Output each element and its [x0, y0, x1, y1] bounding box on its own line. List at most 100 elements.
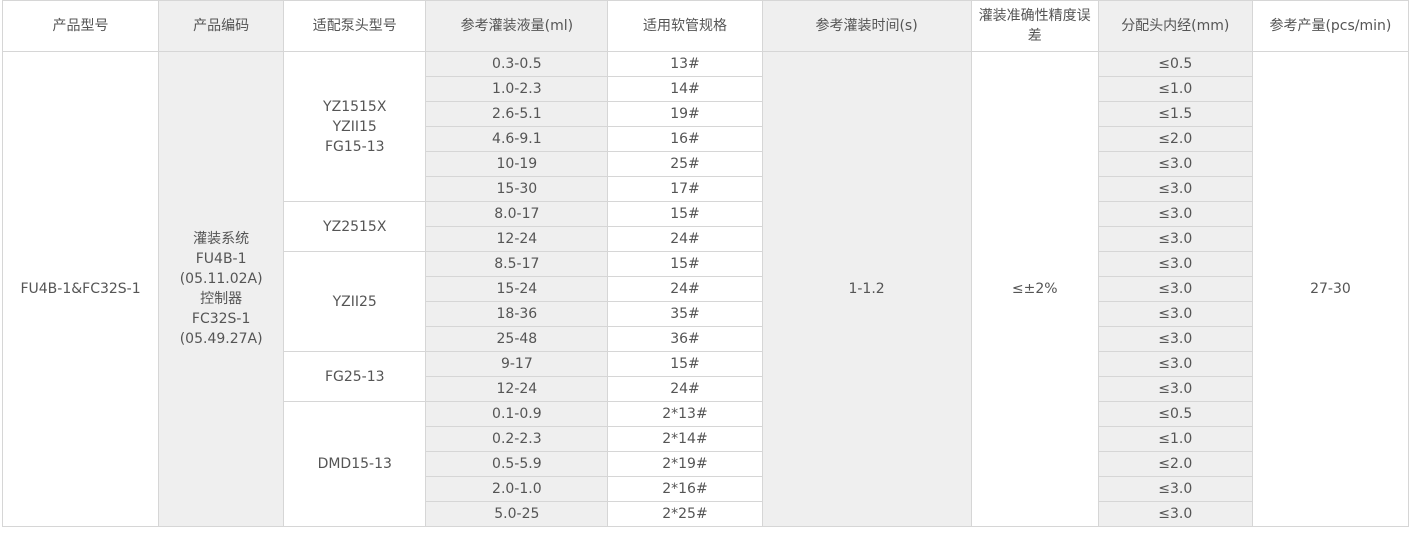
column-header: 适用软管规格	[607, 0, 763, 52]
column-header: 参考产量(pcs/min)	[1251, 0, 1410, 52]
fill-volume-cell: 12-24	[425, 376, 609, 402]
table-row: 4.6-9.1 16# ≤2.0	[3, 126, 1409, 152]
table-row: 2.6-5.1 19# ≤1.5	[3, 101, 1409, 127]
table-row: 2.0-1.0 2*16# ≤3.0	[3, 476, 1409, 502]
tube-spec-cell: 24#	[607, 276, 763, 302]
tube-spec-cell: 19#	[607, 101, 763, 127]
fill-volume-cell: 9-17	[425, 351, 609, 377]
tube-spec-cell: 25#	[607, 151, 763, 177]
fill-volume-cell: 12-24	[425, 226, 609, 252]
nozzle-diameter-cell: ≤3.0	[1097, 326, 1253, 352]
product-code-line: FC32S-1	[191, 311, 251, 327]
nozzle-diameter-cell: ≤0.5	[1097, 51, 1253, 77]
table-row: 1.0-2.3 14# ≤1.0	[3, 76, 1409, 102]
output-cell: 27-30	[1251, 51, 1410, 527]
fill-volume-cell: 2.6-5.1	[425, 101, 609, 127]
nozzle-diameter-cell: ≤3.0	[1097, 301, 1253, 327]
tube-spec-cell: 15#	[607, 251, 763, 277]
table-row: 15-30 17# ≤3.0	[3, 176, 1409, 202]
fill-volume-cell: 0.2-2.3	[425, 426, 609, 452]
column-header: 参考灌装液量(ml)	[425, 0, 609, 52]
fill-volume-cell: 8.5-17	[425, 251, 609, 277]
column-header: 产品型号	[1, 0, 160, 52]
pump-model-line: DMD15-13	[317, 456, 392, 472]
fill-volume-cell: 8.0-17	[425, 201, 609, 227]
pump-model-cell: DMD15-13	[283, 401, 427, 527]
product-code-line: FU4B-1	[195, 251, 247, 267]
nozzle-diameter-cell: ≤3.0	[1097, 276, 1253, 302]
table-row: 12-24 24# ≤3.0	[3, 376, 1409, 402]
column-header: 产品编码	[158, 0, 285, 52]
fill-volume-cell: 4.6-9.1	[425, 126, 609, 152]
nozzle-diameter-cell: ≤3.0	[1097, 151, 1253, 177]
product-code-cell: 灌装系统 FU4B-1 (05.11.02A) 控制器 FC32S-1 (05.49.27…	[158, 51, 285, 527]
nozzle-diameter-cell: ≤2.0	[1097, 126, 1253, 152]
nozzle-diameter-cell: ≤3.0	[1097, 226, 1253, 252]
nozzle-diameter-cell: ≤3.0	[1097, 176, 1253, 202]
nozzle-diameter-cell: ≤1.0	[1097, 76, 1253, 102]
column-header: 参考灌装时间(s)	[761, 0, 972, 52]
pump-model-line: YZII25	[332, 293, 377, 310]
nozzle-diameter-cell: ≤1.0	[1097, 426, 1253, 452]
tube-spec-cell: 24#	[607, 376, 763, 402]
nozzle-diameter-cell: ≤3.0	[1097, 376, 1253, 402]
nozzle-diameter-cell: ≤0.5	[1097, 401, 1253, 427]
fill-volume-cell: 2.0-1.0	[425, 476, 609, 502]
fill-volume-cell: 0.5-5.9	[425, 451, 609, 477]
tube-spec-cell: 2*19#	[607, 451, 763, 477]
column-header: 分配头内经(mm)	[1097, 0, 1253, 52]
fill-time-cell: 1-1.2	[761, 51, 972, 527]
table-body: FU4B-1&FC32S-1 灌装系统 FU4B-1 (05.11.02A) 控制器 FC…	[1, 51, 1410, 527]
nozzle-diameter-cell: ≤3.0	[1097, 201, 1253, 227]
fill-volume-cell: 0.1-0.9	[425, 401, 609, 427]
pump-model-line: YZII15	[332, 118, 377, 135]
nozzle-diameter-cell: ≤3.0	[1097, 501, 1253, 527]
column-header: 适配泵头型号	[283, 0, 427, 52]
fill-volume-cell: 15-24	[425, 276, 609, 302]
tube-spec-cell: 2*13#	[607, 401, 763, 427]
tube-spec-cell: 15#	[607, 351, 763, 377]
tube-spec-cell: 13#	[607, 51, 763, 77]
nozzle-diameter-cell: ≤1.5	[1097, 101, 1253, 127]
table-row: 0.2-2.3 2*14# ≤1.0	[3, 426, 1409, 452]
table-row: FU4B-1&FC32S-1 灌装系统 FU4B-1 (05.11.02A) 控制器 FC…	[1, 51, 1410, 527]
fill-volume-cell: 0.3-0.5	[425, 51, 609, 77]
column-header: 灌装准确性精度误差	[970, 0, 1099, 52]
nozzle-diameter-cell: ≤2.0	[1097, 451, 1253, 477]
product-code-line: (05.11.02A)	[179, 271, 263, 287]
accuracy-cell: ≤±2%	[970, 51, 1099, 527]
fill-volume-cell: 10-19	[425, 151, 609, 177]
table-row: FG25-13 9-17 15# ≤3.0	[3, 351, 1409, 402]
fill-volume-cell: 18-36	[425, 301, 609, 327]
tube-spec-cell: 35#	[607, 301, 763, 327]
pump-model-cell: YZ2515X	[283, 201, 427, 252]
pump-model-line: YZ1515X	[323, 98, 387, 115]
product-code-line: 控制器	[200, 291, 243, 307]
pump-model-cell: FG25-13	[283, 351, 427, 402]
product-model-cell: FU4B-1&FC32S-1	[1, 51, 160, 527]
nozzle-diameter-cell: ≤3.0	[1097, 351, 1253, 377]
fill-volume-cell: 1.0-2.3	[425, 76, 609, 102]
tube-spec-cell: 36#	[607, 326, 763, 352]
product-code-line: (05.49.27A)	[179, 331, 263, 347]
tube-spec-cell: 2*25#	[607, 501, 763, 527]
nozzle-diameter-cell: ≤3.0	[1097, 251, 1253, 277]
table-row: 10-19 25# ≤3.0	[3, 151, 1409, 177]
fill-volume-cell: 5.0-25	[425, 501, 609, 527]
pump-model-line: FG25-13	[324, 368, 385, 385]
table-row: DMD15-13 0.1-0.9 2*13# ≤0.5	[3, 401, 1409, 527]
header-row: 产品型号 产品编码 适配泵头型号 参考灌装液量(ml) 适用软管规格 参考灌装时间(s) 灌…	[1, 0, 1410, 52]
pump-model-cell: YZ1515X YZII15 FG15-13	[283, 51, 427, 202]
pump-model-line: YZ2515X	[323, 218, 387, 235]
table-row: 25-48 36# ≤3.0	[3, 326, 1409, 352]
pump-model-cell: YZII25	[283, 251, 427, 352]
tube-spec-cell: 2*14#	[607, 426, 763, 452]
tube-spec-cell: 16#	[607, 126, 763, 152]
fill-volume-cell: 15-30	[425, 176, 609, 202]
table-row: 12-24 24# ≤3.0	[3, 226, 1409, 252]
table-row: YZ2515X 8.0-17 15# ≤3.0	[3, 201, 1409, 252]
tube-spec-cell: 2*16#	[607, 476, 763, 502]
table-row: 5.0-25 2*25# ≤3.0	[3, 501, 1409, 527]
table-row: 15-24 24# ≤3.0	[3, 276, 1409, 302]
tube-spec-cell: 17#	[607, 176, 763, 202]
